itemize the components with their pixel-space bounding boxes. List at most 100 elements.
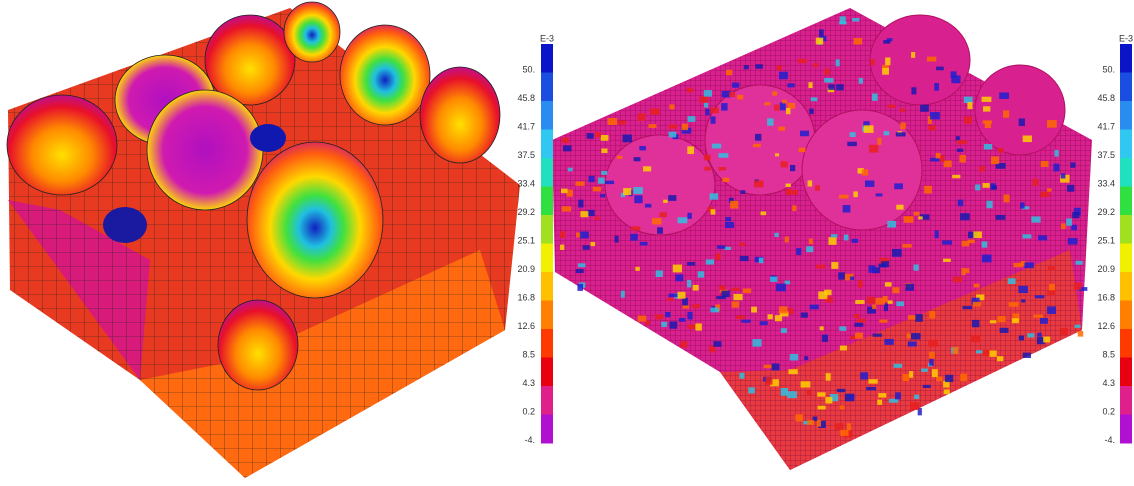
speckle (788, 190, 798, 195)
stress-spot (250, 124, 286, 152)
speckle (905, 284, 914, 291)
speckle (997, 316, 1005, 322)
speckle (887, 221, 896, 228)
speckle (850, 132, 856, 137)
speckle (831, 262, 838, 269)
dome (420, 67, 500, 163)
speckle (601, 148, 607, 153)
speckle (712, 144, 721, 149)
speckle (663, 200, 668, 203)
speckle (858, 280, 863, 287)
speckle (687, 146, 694, 154)
legend-label: 50. (522, 64, 535, 74)
speckle (1060, 328, 1068, 335)
speckle (908, 342, 917, 347)
speckle (1041, 161, 1049, 167)
speckle (682, 298, 688, 306)
speckle (583, 245, 590, 249)
legend-exponent: E-3 (1119, 33, 1133, 43)
speckle (739, 373, 744, 379)
speckle (729, 92, 735, 97)
speckle (1061, 223, 1066, 229)
figure: E-350.45.841.737.533.429.225.120.916.812… (0, 0, 1134, 486)
speckle (655, 314, 663, 319)
speckle (944, 389, 950, 394)
speckle (831, 234, 838, 237)
legend-swatch (541, 329, 553, 358)
speckle (601, 171, 607, 175)
speckle (779, 72, 788, 80)
speckle (775, 315, 782, 321)
speckle (964, 116, 972, 123)
speckle (1012, 318, 1019, 323)
speckle (991, 156, 999, 164)
speckle (982, 183, 989, 188)
legend-swatch (1120, 101, 1132, 130)
speckle (598, 178, 605, 184)
speckle (755, 134, 761, 141)
speckle (673, 265, 682, 273)
legend-label: 33.4 (517, 178, 535, 188)
speckle (1053, 164, 1059, 172)
speckle (971, 335, 980, 342)
speckle (725, 217, 731, 221)
speckle (732, 288, 740, 291)
speckle (909, 371, 913, 378)
speckle (688, 116, 696, 122)
speckle (650, 108, 660, 114)
speckle (780, 102, 786, 110)
speckle (790, 354, 798, 360)
speckle (1033, 315, 1043, 318)
speckle (623, 188, 631, 195)
speckle (1074, 325, 1080, 328)
speckle (824, 78, 833, 83)
speckle (896, 132, 906, 136)
speckle (578, 263, 586, 267)
speckle (838, 272, 845, 279)
speckle (1008, 278, 1016, 284)
dome (340, 25, 430, 125)
speckle (1047, 306, 1056, 314)
legend-label: 0.2 (1102, 406, 1115, 416)
speckle (589, 176, 595, 182)
speckle (822, 335, 828, 342)
speckle (885, 282, 892, 286)
speckle (1020, 203, 1024, 209)
speckle (929, 311, 935, 318)
speckle (910, 402, 920, 410)
speckle (828, 84, 835, 90)
speckle (717, 245, 725, 248)
speckle (706, 259, 714, 264)
speckle (953, 347, 958, 354)
dome (7, 95, 117, 195)
speckle (808, 82, 812, 88)
speckle (873, 334, 882, 337)
legend-swatch (541, 415, 553, 444)
speckle (882, 68, 889, 75)
speckle (932, 369, 938, 377)
speckle (669, 104, 674, 109)
legend-swatch (541, 130, 553, 159)
speckle (760, 211, 766, 215)
speckle (809, 238, 813, 244)
speckle (872, 94, 878, 101)
speckle (854, 323, 863, 327)
speckle (1048, 266, 1056, 270)
speckle (607, 118, 617, 125)
speckle (704, 90, 712, 97)
speckle (693, 304, 700, 308)
speckle (876, 193, 883, 196)
speckle (813, 63, 818, 67)
speckle (780, 161, 787, 167)
speckle (852, 239, 859, 243)
legend-label: 20.9 (1097, 264, 1115, 274)
speckle (817, 392, 825, 396)
speckle (887, 105, 895, 108)
legend-swatch (1120, 386, 1132, 415)
speckle (820, 326, 824, 330)
speckle (1067, 185, 1074, 192)
speckle (781, 388, 788, 396)
speckle (913, 264, 918, 270)
speckle (1072, 212, 1079, 218)
speckle (1023, 353, 1031, 358)
